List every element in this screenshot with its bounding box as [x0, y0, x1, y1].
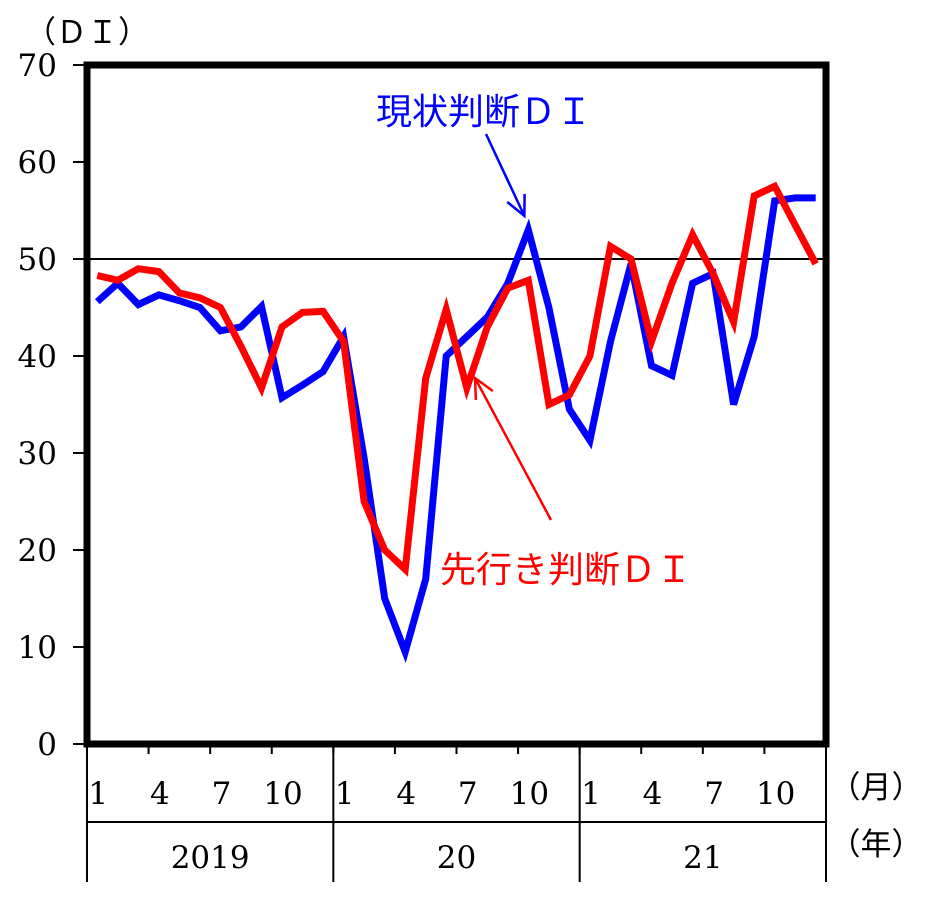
- y-tick-label: 40: [18, 339, 57, 375]
- month-tick-label: 1: [88, 776, 108, 812]
- month-tick-label: 4: [396, 776, 416, 812]
- month-tick-label: 4: [643, 776, 663, 812]
- annotation-label-outlook: 先行き判断ＤＩ: [440, 550, 692, 591]
- x-axis: 1 4 7 10 1 4 7 10 1 4 7 10 2019 20 21: [86, 744, 827, 882]
- y-tick-label: 10: [18, 630, 57, 666]
- year-label: 21: [683, 840, 722, 876]
- month-unit-label: （月）: [830, 770, 923, 806]
- month-tick-label: 10: [756, 776, 795, 812]
- month-tick-label: 10: [263, 776, 302, 812]
- annotations: 現状判断ＤＩ 先行き判断ＤＩ: [376, 92, 692, 591]
- y-axis: 0 10 20 30 40 50 60 70: [18, 48, 87, 763]
- annotation-arrow-outlook: [473, 375, 553, 521]
- series-layer: [94, 181, 819, 663]
- month-tick-label: 1: [581, 776, 601, 812]
- y-tick-label: 60: [18, 145, 57, 181]
- month-tick-label: 7: [458, 776, 478, 812]
- y-tick-label: 0: [37, 727, 57, 763]
- year-label: 2019: [171, 840, 250, 876]
- plot-frame: [83, 61, 830, 748]
- y-tick-label: 70: [18, 48, 57, 84]
- year-label: 20: [437, 840, 476, 876]
- annotation-label-current: 現状判断ＤＩ: [376, 92, 592, 133]
- y-tick-label: 30: [18, 436, 57, 472]
- y-tick-label: 20: [18, 533, 57, 569]
- month-tick-label: 1: [335, 776, 355, 812]
- month-tick-label: 10: [510, 776, 549, 812]
- month-tick-label: 7: [212, 776, 232, 812]
- y-unit-label: （ＤＩ）: [25, 15, 149, 51]
- series-line-outlook: [96, 181, 819, 577]
- year-unit-label: （年）: [830, 827, 923, 863]
- annotation-arrow-current: [484, 133, 526, 219]
- month-tick-label: 4: [150, 776, 170, 812]
- month-tick-label: 7: [704, 776, 724, 812]
- y-tick-label: 50: [18, 242, 57, 278]
